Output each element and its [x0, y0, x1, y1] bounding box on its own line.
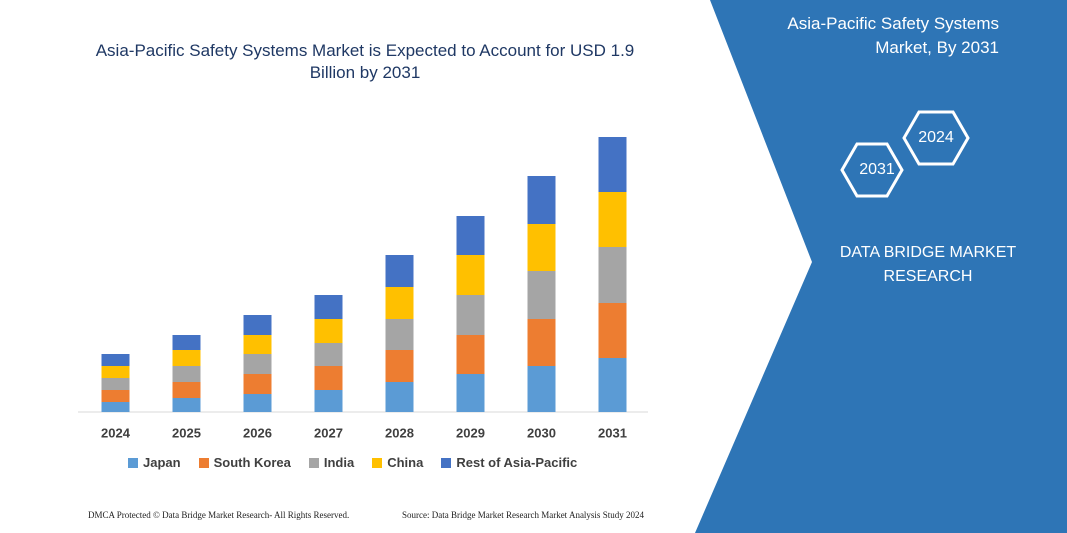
- bar-segment: [172, 398, 201, 412]
- legend-label: India: [323, 455, 355, 470]
- bar-segment: [598, 247, 627, 303]
- legend-swatch: [308, 457, 319, 468]
- bar-segment: [243, 335, 272, 354]
- bar-segment: [598, 137, 627, 192]
- bar-segment: [172, 366, 201, 382]
- bar-segment: [527, 366, 556, 412]
- bar-segment: [172, 350, 201, 366]
- bar-segment: [456, 374, 485, 412]
- legend: Japan South Korea India China Rest of Asia-P…: [128, 455, 577, 470]
- legend-item: India: [308, 455, 355, 470]
- x-tick-label: 2031: [598, 425, 627, 440]
- legend-item: China: [372, 455, 423, 470]
- bar-segment: [314, 343, 343, 366]
- bar-segment: [314, 390, 343, 412]
- bar-segment: [385, 382, 414, 412]
- brand: DATA BRIDGE MARKET RESEARCH: [839, 244, 1017, 285]
- bar-segment: [598, 192, 627, 247]
- bar-segment: [243, 394, 272, 412]
- side-panel-bg: [695, 0, 1067, 533]
- legend-label: China: [387, 455, 424, 470]
- bar-segment: [456, 255, 485, 295]
- hexagon-label: 2031: [859, 161, 895, 178]
- bar-segment: [385, 255, 414, 287]
- bar-segment: [243, 354, 272, 374]
- legend-swatch: [128, 457, 138, 468]
- x-tick-label: 2029: [456, 425, 485, 440]
- bar-segment: [243, 374, 272, 394]
- x-tick-label: 2026: [243, 425, 272, 440]
- bar-segment: [314, 295, 343, 319]
- hexagon-label: 2024: [918, 129, 954, 146]
- x-tick-label: 2030: [527, 425, 556, 440]
- chart-title: Asia-Pacific Safety Systems Market is Ex…: [95, 41, 635, 82]
- bar-segment: [527, 319, 556, 366]
- bar-segment: [385, 350, 414, 382]
- x-tick-label: 2027: [314, 425, 343, 440]
- x-tick-label: 2025: [172, 425, 201, 440]
- legend-item: South Korea: [198, 455, 291, 470]
- bar-segment: [101, 378, 130, 390]
- hexagon: [902, 110, 970, 166]
- bar-segment: [314, 366, 343, 390]
- bar-segment: [456, 335, 485, 374]
- bar-segment: [456, 216, 485, 255]
- hexagon: [840, 142, 904, 198]
- legend-swatch: [372, 457, 383, 468]
- bar-segment: [101, 366, 130, 378]
- footer-left: DMCA Protected © Data Bridge Market Rese…: [88, 510, 350, 520]
- bar-segment: [598, 358, 627, 412]
- bar-segment: [527, 224, 556, 271]
- bar-segment: [172, 335, 201, 350]
- bar-segment: [385, 319, 414, 350]
- legend-label: Rest of Asia-Pacific: [456, 455, 578, 470]
- bar-segment: [101, 390, 130, 402]
- bar-segment: [385, 287, 414, 319]
- bar-segment: [598, 303, 627, 358]
- bar-segment: [243, 315, 272, 335]
- bar-segment: [101, 354, 130, 366]
- bar-segment: [314, 319, 343, 343]
- bar-segment: [172, 382, 201, 398]
- legend-label: Japan: [143, 455, 181, 470]
- bar-segment: [527, 271, 556, 319]
- x-tick-label: 2024: [101, 425, 131, 440]
- legend-label: South Korea: [213, 455, 291, 470]
- panel-title: Asia-Pacific Safety Systems Market, By 2…: [787, 14, 999, 57]
- x-tick-label: 2028: [385, 425, 414, 440]
- bar-segment: [456, 295, 485, 335]
- legend-item: Japan: [128, 455, 181, 470]
- legend-swatch: [198, 457, 209, 468]
- footer-right: Source: Data Bridge Market Research Mark…: [402, 510, 644, 520]
- legend-swatch: [441, 457, 452, 468]
- legend-item: Rest of Asia-Pacific: [441, 455, 577, 470]
- bar-segment: [101, 402, 130, 412]
- bar-segment: [527, 176, 556, 224]
